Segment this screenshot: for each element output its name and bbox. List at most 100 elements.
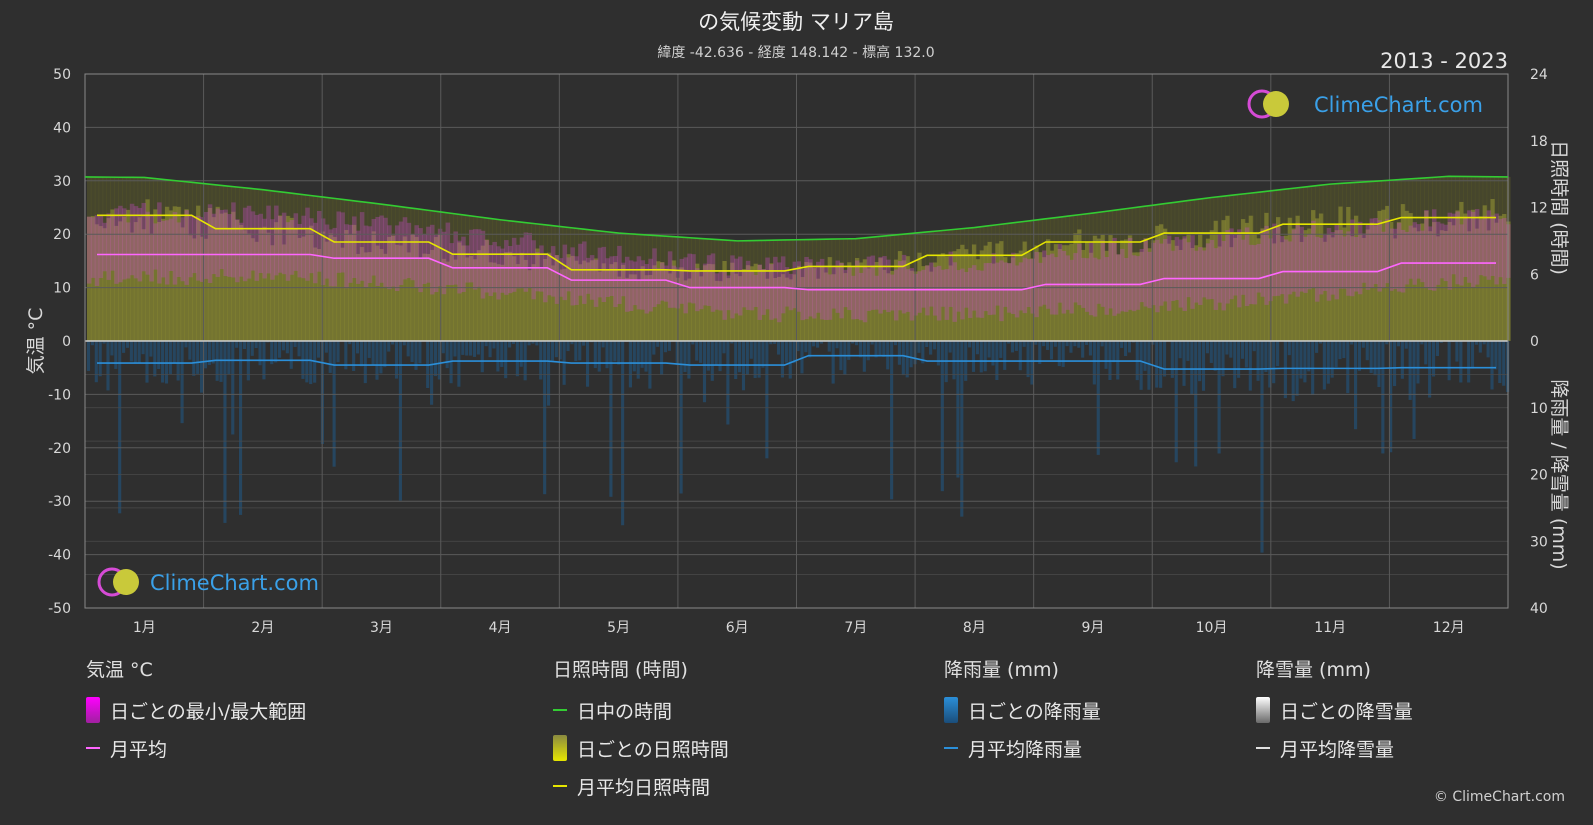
rain-bar (118, 341, 122, 514)
rain-bar (730, 341, 734, 344)
temp-range-bar (1276, 226, 1281, 296)
temp-range-bar (585, 257, 591, 294)
temp-range-bar (1346, 231, 1351, 296)
sunshine-bar (1190, 247, 1195, 341)
rain-bar (1350, 341, 1354, 345)
sunshine-bar (293, 229, 299, 341)
sunshine-bar (1361, 237, 1367, 341)
sunshine-bar (1104, 250, 1109, 341)
rain-bar (192, 341, 196, 376)
sunshine-bar (1439, 230, 1445, 341)
sunshine-bar (472, 259, 478, 341)
rain-bar (102, 341, 106, 344)
temp-range-bar (106, 213, 111, 280)
sunshine-bar (804, 261, 809, 341)
sunshine-bar (660, 262, 665, 341)
rain-bar (176, 341, 180, 381)
temp-range-bar (687, 253, 692, 303)
temp-range-bar (1299, 226, 1304, 292)
y-right-rain-tick-label: 20 (1530, 468, 1548, 484)
temp-range-bar (371, 218, 377, 276)
sunshine-bar (952, 251, 957, 341)
sunshine-bar (511, 256, 517, 341)
temp-range-bar (285, 222, 291, 281)
x-tick-label: 12月 (1433, 620, 1465, 636)
temp-range-bar (180, 217, 186, 282)
rain-bar (336, 341, 340, 363)
temp-range-bar (761, 269, 766, 315)
rain-bar (277, 341, 282, 358)
temp-range-bar (1077, 243, 1082, 306)
rain-bar (500, 341, 504, 367)
temp-range-bar (901, 254, 907, 314)
sunshine-bar (1213, 220, 1219, 341)
temp-range-bar (656, 268, 661, 305)
sunshine-bar (184, 209, 189, 341)
y-left-tick-label: 0 (62, 334, 71, 350)
rain-bar (406, 341, 410, 357)
temp-range-bar (702, 263, 708, 306)
rain-bar (1326, 341, 1330, 384)
y-left-tick-label: -40 (48, 548, 71, 564)
rain-bar (1276, 341, 1280, 367)
rain-bar (1439, 341, 1443, 343)
rain-bar (948, 341, 952, 353)
sunshine-bar (656, 261, 661, 341)
temp-range-bar (1244, 227, 1250, 307)
temp-range-bar (1135, 256, 1141, 310)
temp-range-bar (332, 227, 338, 287)
rain-bar (1389, 341, 1393, 453)
temp-range-bar (449, 243, 455, 286)
rain-bar (348, 341, 352, 345)
temp-range-bar (1147, 251, 1152, 309)
rain-bar (702, 341, 707, 403)
rain-bar (1404, 341, 1408, 349)
sunshine-bar (1435, 236, 1441, 341)
legend-item: 月平均 (86, 729, 306, 767)
sunshine-bar (1018, 250, 1024, 341)
sunshine-bar (1315, 218, 1320, 341)
rain-bar (780, 341, 785, 378)
sunshine-bar (1338, 206, 1343, 341)
sunshine-bar (1404, 210, 1410, 341)
rain-bar (1221, 341, 1225, 377)
temp-range-bar (913, 273, 918, 316)
sunshine-bar (632, 274, 638, 341)
rain-bar (987, 341, 991, 358)
sunshine-bar (1276, 217, 1281, 341)
temp-range-bar (1209, 239, 1215, 300)
sunshine-bar (1400, 204, 1406, 341)
temp-range-bar (375, 216, 380, 286)
temp-range-bar (660, 262, 665, 301)
sunshine-bar (843, 273, 848, 341)
sunshine-bar (262, 226, 267, 341)
rain-bar (1096, 341, 1100, 455)
sunshine-bar (605, 269, 610, 341)
temp-range-bar (601, 246, 607, 303)
temp-range-bar (1373, 217, 1378, 285)
sunshine-bar (281, 244, 287, 341)
temp-range-bar (1096, 259, 1102, 304)
rain-bar (870, 341, 874, 345)
rain-bar (1213, 341, 1217, 371)
sunshine-bar (1299, 241, 1304, 341)
temp-range-bar (1334, 224, 1340, 300)
sunshine-bar (242, 230, 248, 341)
rain-bar (777, 341, 781, 355)
rain-bar (660, 341, 664, 375)
rain-bar (566, 341, 570, 352)
sunshine-bar (893, 259, 899, 341)
temp-range-bar (98, 215, 104, 279)
temp-range-bar (1225, 229, 1230, 304)
rain-bar (469, 341, 473, 356)
sunshine-bar (796, 265, 801, 341)
rain-bar (1237, 341, 1241, 378)
temp-avg-line (97, 253, 1496, 291)
sunshine-bar (780, 274, 786, 341)
rain-bar (960, 341, 964, 517)
rain-bar (344, 341, 348, 370)
temp-range-bar (1201, 250, 1207, 298)
sunshine-bar (699, 276, 704, 341)
sunshine-bar (527, 270, 532, 341)
copyright: © ClimeChart.com (1433, 789, 1565, 805)
